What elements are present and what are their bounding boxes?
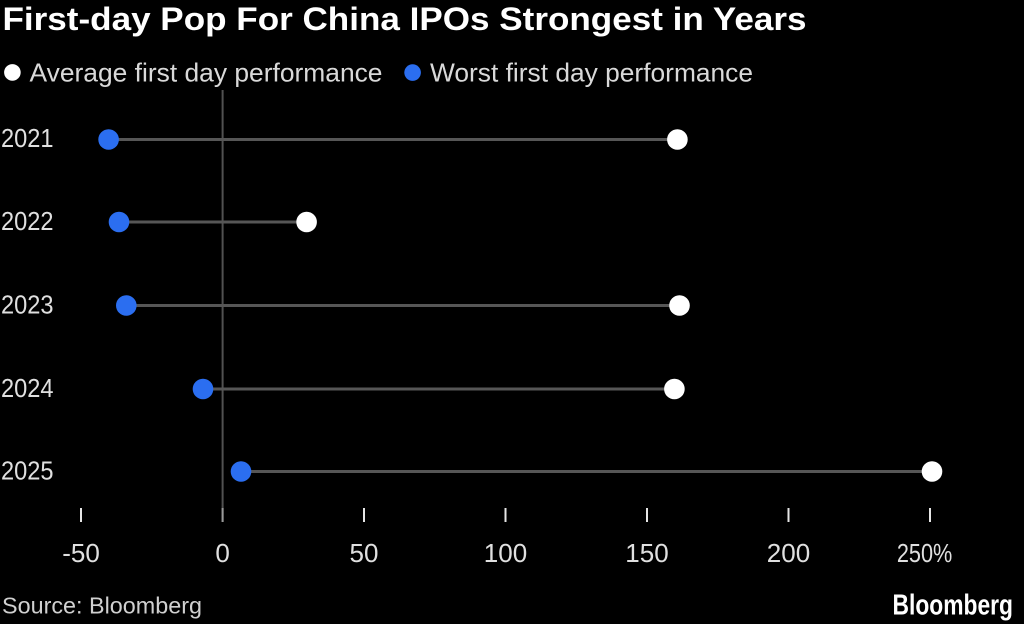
svg-text:2025: 2025 [1,455,54,485]
svg-text:100: 100 [484,538,527,568]
svg-text:-50: -50 [62,538,100,568]
svg-text:150: 150 [625,538,668,568]
svg-text:First-day Pop For China IPOs S: First-day Pop For China IPOs Strongest i… [3,1,807,37]
svg-text:Bloomberg: Bloomberg [893,590,1014,622]
svg-text:Average first day performance: Average first day performance [30,58,383,88]
svg-text:2023: 2023 [1,289,54,319]
svg-text:50: 50 [350,538,379,568]
svg-text:2021: 2021 [1,123,54,153]
svg-text:0: 0 [215,538,229,568]
svg-text:200: 200 [767,538,810,568]
svg-text:Source: Bloomberg: Source: Bloomberg [2,593,202,619]
svg-text:250%: 250% [897,538,953,568]
svg-text:Worst first day performance: Worst first day performance [430,58,753,88]
svg-text:2024: 2024 [1,373,54,403]
svg-text:2022: 2022 [1,206,54,236]
